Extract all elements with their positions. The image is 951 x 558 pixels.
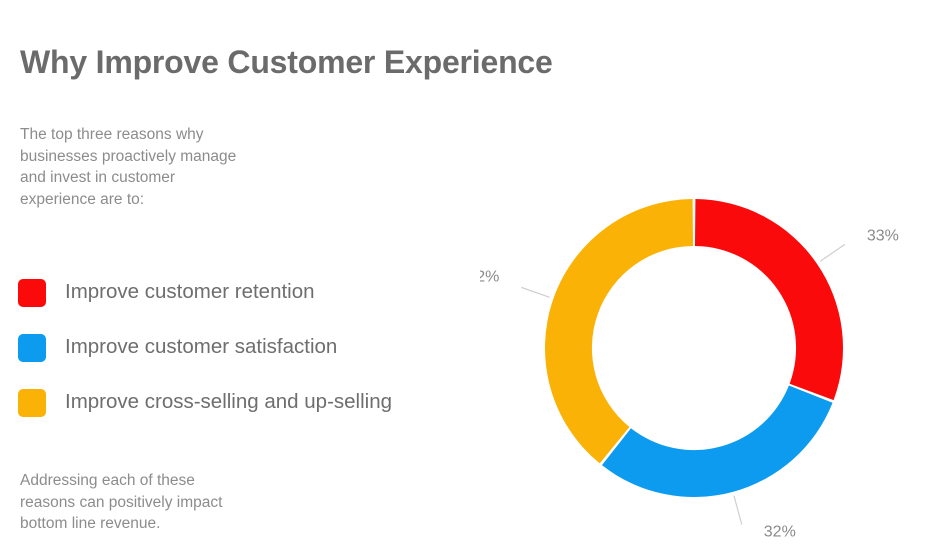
intro-line-2: businesses proactively manage	[20, 147, 237, 165]
footer-line-2: reasons can positively impact	[20, 493, 223, 511]
legend-swatch-red-icon	[18, 278, 46, 307]
leader-line	[733, 495, 743, 525]
legend-swatch-blue-icon	[18, 333, 46, 362]
donut-slice[interactable]	[601, 385, 833, 497]
donut-chart-svg: 33% 32% 42%	[480, 199, 899, 541]
donut-leader-lines	[521, 243, 846, 525]
legend-label-satisfaction: Improve customer satisfaction	[65, 335, 338, 359]
donut-value-label: 32%	[764, 524, 796, 541]
intro-paragraph: The top three reasons why businesses pro…	[20, 124, 290, 210]
footer-line-1: Addressing each of these	[20, 472, 195, 489]
intro-line-1: The top three reasons why	[20, 126, 204, 143]
intro-line-4: experience are to:	[20, 190, 145, 208]
donut-slices	[545, 199, 843, 497]
donut-chart: 33% 32% 42%	[480, 160, 940, 550]
legend-label-cross-selling: Improve cross-selling and up-selling	[65, 390, 393, 414]
leader-line	[819, 243, 846, 262]
legend-swatch-amber-icon	[18, 388, 46, 417]
page-title: Why Improve Customer Experience	[20, 44, 553, 80]
intro-line-3: and invest in customer	[20, 169, 176, 186]
footer-line-3: bottom line revenue.	[20, 515, 161, 532]
chart-legend: Improve customer retention Improve custo…	[18, 265, 488, 430]
leader-line	[521, 286, 550, 298]
donut-slice[interactable]	[545, 199, 694, 464]
legend-item-satisfaction[interactable]: Improve customer satisfaction	[18, 320, 488, 375]
donut-slice[interactable]	[694, 199, 843, 401]
donut-value-label: 33%	[867, 227, 899, 244]
footer-paragraph: Addressing each of these reasons can pos…	[20, 470, 300, 535]
donut-value-label: 42%	[480, 268, 499, 285]
legend-item-retention[interactable]: Improve customer retention	[18, 265, 488, 320]
legend-item-cross-selling[interactable]: Improve cross-selling and up-selling	[18, 375, 488, 430]
donut-value-labels: 33% 32% 42%	[480, 227, 899, 540]
legend-label-retention: Improve customer retention	[65, 280, 315, 304]
